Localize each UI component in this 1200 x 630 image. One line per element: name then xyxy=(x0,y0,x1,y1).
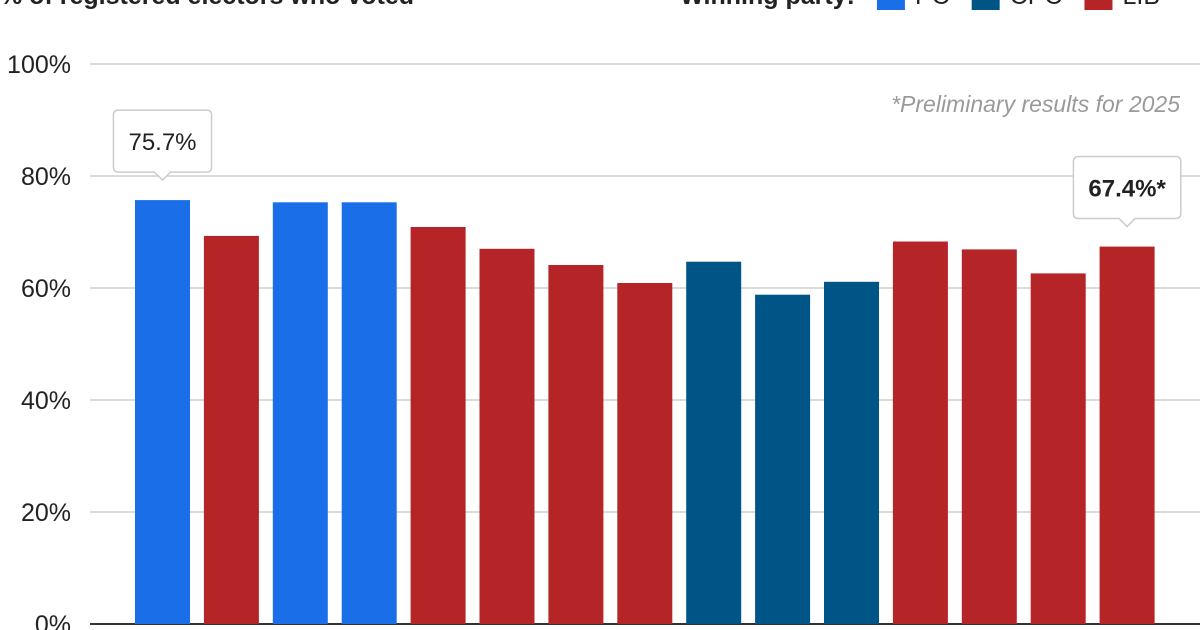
callouts: 75.7% 67.4%* xyxy=(112,109,1182,228)
callout-box xyxy=(1072,155,1182,228)
bar-lib xyxy=(479,248,535,625)
bar-lib xyxy=(892,241,948,624)
bar-lib xyxy=(203,235,259,624)
y-tick-label: 100% xyxy=(7,51,71,79)
bar-lib xyxy=(410,227,466,624)
bar-cpc xyxy=(686,261,742,624)
callout-label: 75.7% xyxy=(112,109,213,182)
y-tick-label: 0% xyxy=(35,611,71,630)
legend-title: Winning party: xyxy=(680,0,855,10)
callout-text: 75.7% xyxy=(128,129,196,156)
legend: Winning party: LIB CPC PC xyxy=(680,0,1160,10)
bar-pc xyxy=(135,200,190,624)
bar-lib xyxy=(617,283,673,624)
legend-swatch-cpc xyxy=(971,0,1000,10)
callout-label: 67.4%* xyxy=(1072,155,1182,228)
bar-lib xyxy=(548,265,604,624)
y-tick-label: 80% xyxy=(21,163,71,191)
preliminary-note: *Preliminary results for 2025 xyxy=(891,91,1180,117)
bar-cpc xyxy=(755,294,811,624)
bar-pc xyxy=(272,202,328,625)
callout-text: 67.4%* xyxy=(1088,176,1166,203)
callout-box xyxy=(112,109,213,182)
y-tick-label: 20% xyxy=(21,499,71,527)
y-axis-tick-labels: 0% 20% 40% 60% 80% 100% xyxy=(7,51,71,630)
bar-cpc xyxy=(824,281,879,624)
bar-lib xyxy=(1099,246,1155,624)
bar-lib xyxy=(961,249,1017,624)
legend-label-pc: PC xyxy=(915,0,950,10)
bars xyxy=(135,200,1155,625)
legend-swatch-pc xyxy=(876,0,905,10)
legend-label-lib: LIB xyxy=(1122,0,1160,10)
legend-label-cpc: CPC xyxy=(1010,0,1063,10)
y-tick-label: 40% xyxy=(21,387,71,415)
y-tick-label: 60% xyxy=(21,275,71,303)
bar-lib xyxy=(1030,273,1086,624)
legend-swatch-lib xyxy=(1084,0,1113,10)
chart-title: % of registered electors who voted xyxy=(0,0,414,10)
bar-pc xyxy=(341,202,397,625)
